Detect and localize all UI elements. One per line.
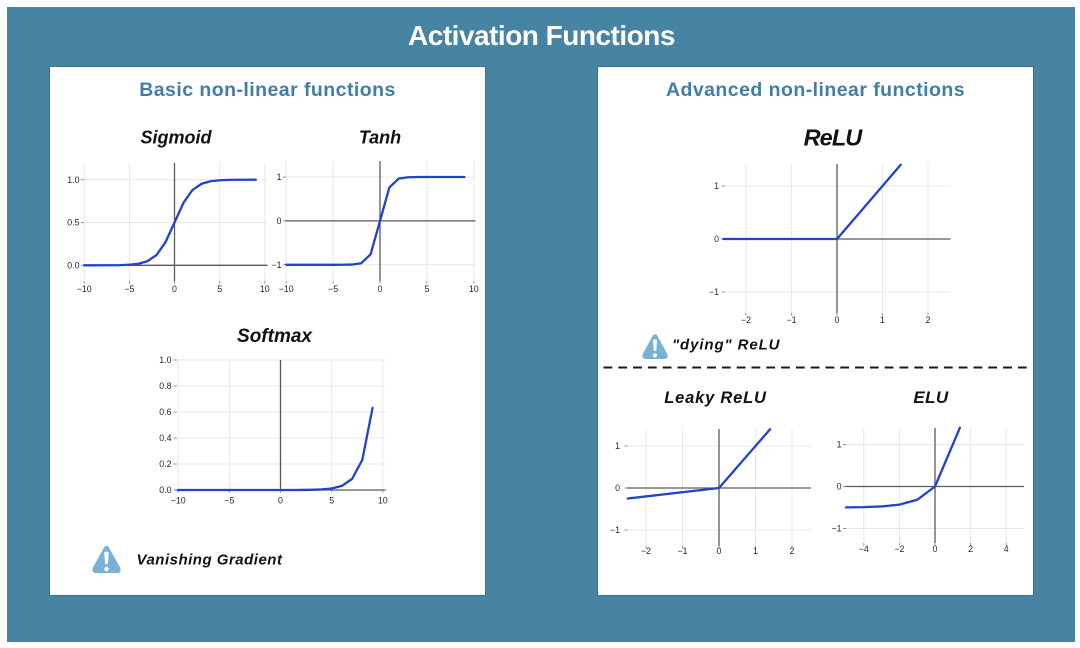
svg-text:−2: −2 <box>894 544 904 554</box>
svg-text:1: 1 <box>880 315 885 325</box>
svg-text:1: 1 <box>615 441 620 451</box>
svg-text:0: 0 <box>714 234 719 244</box>
svg-text:10: 10 <box>469 284 479 294</box>
svg-text:Advanced non-linear functions: Advanced non-linear functions <box>666 79 965 101</box>
svg-text:−1: −1 <box>677 546 687 556</box>
svg-text:−5: −5 <box>124 284 134 294</box>
svg-text:−10: −10 <box>171 496 186 506</box>
svg-text:10: 10 <box>378 496 388 506</box>
svg-text:2: 2 <box>926 315 931 325</box>
svg-text:1: 1 <box>753 546 758 556</box>
svg-text:0.8: 0.8 <box>159 381 171 391</box>
svg-text:1.0: 1.0 <box>159 355 171 365</box>
svg-text:2: 2 <box>968 544 973 554</box>
svg-text:1: 1 <box>277 172 282 182</box>
svg-text:2: 2 <box>790 546 795 556</box>
svg-text:0: 0 <box>717 546 722 556</box>
svg-text:−4: −4 <box>859 544 869 554</box>
svg-text:1.0: 1.0 <box>67 175 79 185</box>
svg-text:Activation Functions: Activation Functions <box>408 20 675 51</box>
svg-text:ELU: ELU <box>913 388 949 407</box>
svg-text:1: 1 <box>714 181 719 191</box>
svg-text:−1: −1 <box>786 315 796 325</box>
svg-text:−1: −1 <box>610 525 620 535</box>
svg-text:0: 0 <box>378 284 383 294</box>
svg-text:−10: −10 <box>279 284 294 294</box>
svg-text:0.5: 0.5 <box>67 218 79 228</box>
svg-text:0: 0 <box>615 483 620 493</box>
svg-text:0: 0 <box>837 482 842 492</box>
svg-text:5: 5 <box>329 496 334 506</box>
svg-text:1: 1 <box>837 440 842 450</box>
svg-text:Basic non-linear functions: Basic non-linear functions <box>139 79 396 101</box>
svg-text:10: 10 <box>260 284 270 294</box>
svg-text:Tanh: Tanh <box>359 128 401 148</box>
svg-text:0: 0 <box>277 216 282 226</box>
svg-text:0.4: 0.4 <box>159 433 171 443</box>
svg-text:Leaky ReLU: Leaky ReLU <box>664 389 767 407</box>
svg-text:5: 5 <box>217 284 222 294</box>
svg-text:−5: −5 <box>328 284 338 294</box>
svg-text:0: 0 <box>278 496 283 506</box>
svg-text:"dying" ReLU: "dying" ReLU <box>672 337 781 354</box>
svg-text:0: 0 <box>835 315 840 325</box>
svg-text:0: 0 <box>172 284 177 294</box>
svg-text:4: 4 <box>1004 544 1009 554</box>
svg-text:−1: −1 <box>709 287 719 297</box>
svg-text:5: 5 <box>424 284 429 294</box>
svg-text:−1: −1 <box>271 260 281 270</box>
svg-text:ReLU: ReLU <box>804 125 864 151</box>
svg-text:−1: −1 <box>831 524 841 534</box>
svg-text:0.2: 0.2 <box>159 459 171 469</box>
svg-text:Softmax: Softmax <box>237 326 313 347</box>
svg-text:−10: −10 <box>77 284 92 294</box>
svg-text:0: 0 <box>933 544 938 554</box>
svg-text:Sigmoid: Sigmoid <box>141 128 213 148</box>
svg-text:−2: −2 <box>641 546 651 556</box>
svg-text:0.0: 0.0 <box>67 261 79 271</box>
svg-text:0.6: 0.6 <box>159 407 171 417</box>
svg-text:−2: −2 <box>741 315 751 325</box>
svg-text:0.0: 0.0 <box>159 485 171 495</box>
svg-text:Vanishing Gradient: Vanishing Gradient <box>137 552 283 569</box>
svg-text:−5: −5 <box>224 496 234 506</box>
